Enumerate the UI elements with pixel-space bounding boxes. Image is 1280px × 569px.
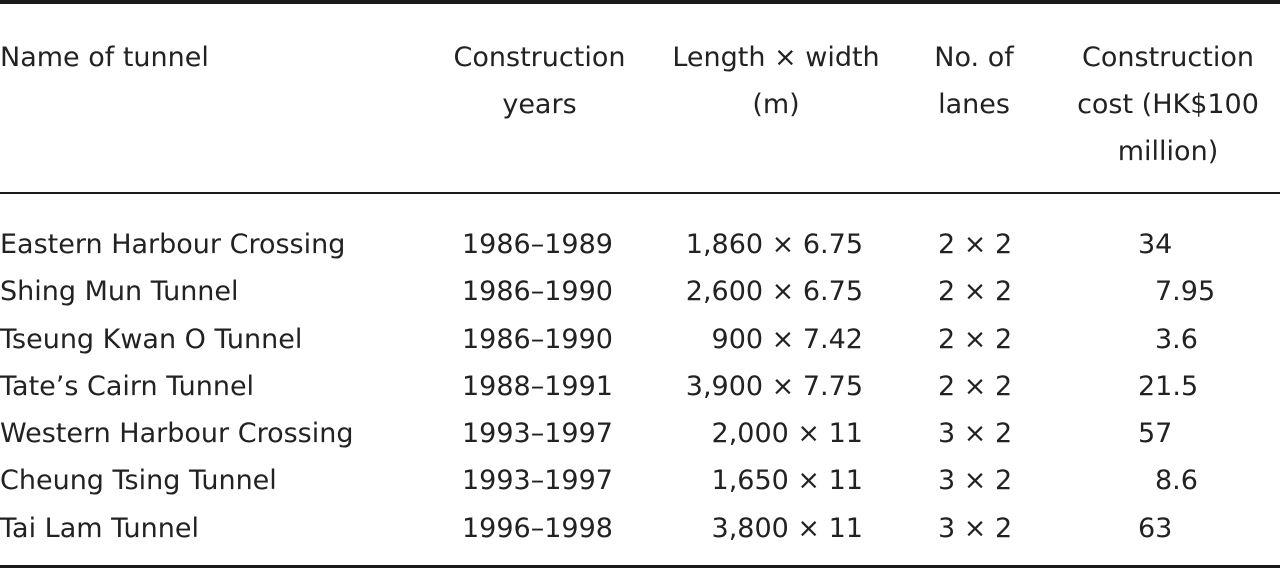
table-row: Eastern Harbour Crossing 1986–1989 1,860…	[0, 221, 1280, 268]
cell-length-width: 3,800 × 11	[711, 512, 863, 544]
header-name-line: Name of tunnel	[0, 42, 209, 73]
header-years-line-1: Construction	[453, 42, 626, 73]
cell-construction-cost: 63	[1138, 512, 1173, 544]
table-row: Tate’s Cairn Tunnel 1988–1991 3,900 × 7.…	[0, 363, 1280, 410]
cell-lanes: 2 × 2	[938, 323, 1013, 355]
cell-lanes: 3 × 2	[938, 512, 1013, 544]
cell-tunnel-name: Tseung Kwan O Tunnel	[0, 323, 303, 355]
cell-length-width: 2,000 × 11	[711, 418, 863, 450]
header-dims-line-1: Length × width	[672, 42, 880, 73]
cell-tunnel-name: Tai Lam Tunnel	[0, 512, 199, 544]
header-lanes-line-1: No. of	[934, 42, 1014, 73]
cell-construction-years: 1986–1989	[462, 229, 613, 260]
header-divider-rule	[0, 192, 1280, 194]
header-dims-line-2: (m)	[752, 89, 800, 120]
cell-length-width: 2,600 × 6.75	[685, 276, 863, 308]
cell-tunnel-name: Cheung Tsing Tunnel	[0, 465, 277, 497]
cell-construction-years: 1996–1998	[462, 512, 613, 544]
cell-lanes: 3 × 2	[938, 418, 1013, 450]
header-cost-line-2: cost (HK$100	[1077, 89, 1259, 120]
cell-construction-cost: 21.5	[1138, 370, 1199, 402]
table-row: Tseung Kwan O Tunnel 1986–1990 900 × 7.4…	[0, 316, 1280, 363]
cell-length-width: 1,860 × 6.75	[685, 229, 863, 260]
cell-construction-cost: 34	[1138, 229, 1173, 260]
cell-construction-cost: 57	[1138, 418, 1173, 450]
cell-construction-years: 1986–1990	[462, 323, 613, 355]
cell-construction-years: 1988–1991	[462, 370, 613, 402]
header-cost-line-1: Construction	[1082, 42, 1254, 73]
cell-construction-years: 1993–1997	[462, 418, 613, 450]
cell-length-width: 900 × 7.42	[711, 323, 863, 355]
table-top-rule	[0, 0, 1280, 4]
cell-construction-cost: 3.6	[1155, 323, 1198, 355]
header-construction-cost: Construction cost (HK$100 million)	[1070, 34, 1266, 175]
cell-tunnel-name: Shing Mun Tunnel	[0, 276, 239, 308]
cell-lanes: 2 × 2	[938, 229, 1013, 260]
header-construction-years: Construction years	[447, 34, 632, 128]
cell-construction-years: 1993–1997	[462, 465, 613, 497]
header-years-line-2: years	[502, 89, 577, 120]
cell-construction-cost: 7.95	[1155, 276, 1216, 308]
header-number-of-lanes: No. of lanes	[920, 34, 1028, 128]
cell-tunnel-name: Western Harbour Crossing	[0, 418, 354, 450]
cell-lanes: 3 × 2	[938, 465, 1013, 497]
cell-tunnel-name: Tate’s Cairn Tunnel	[0, 370, 255, 402]
cell-lanes: 2 × 2	[938, 370, 1013, 402]
header-cost-line-3: million)	[1117, 136, 1219, 167]
cell-lanes: 2 × 2	[938, 276, 1013, 308]
cell-tunnel-name: Eastern Harbour Crossing	[0, 229, 346, 260]
cell-length-width: 1,650 × 11	[711, 465, 863, 497]
table-row: Western Harbour Crossing 1993–1997 2,000…	[0, 410, 1280, 457]
cell-construction-years: 1986–1990	[462, 276, 613, 308]
cell-construction-cost: 8.6	[1155, 465, 1198, 497]
header-lanes-line-2: lanes	[938, 89, 1010, 120]
table-row: Cheung Tsing Tunnel 1993–1997 1,650 × 11…	[0, 457, 1280, 504]
table-body: Eastern Harbour Crossing 1986–1989 1,860…	[0, 221, 1280, 552]
header-length-width: Length × width (m)	[662, 34, 890, 128]
table-row: Tai Lam Tunnel 1996–1998 3,800 × 11 3 × …	[0, 505, 1280, 552]
cell-length-width: 3,900 × 7.75	[685, 370, 863, 402]
header-name-of-tunnel: Name of tunnel	[0, 34, 209, 81]
table-row: Shing Mun Tunnel 1986–1990 2,600 × 6.75 …	[0, 268, 1280, 315]
table-bottom-rule	[0, 565, 1280, 568]
